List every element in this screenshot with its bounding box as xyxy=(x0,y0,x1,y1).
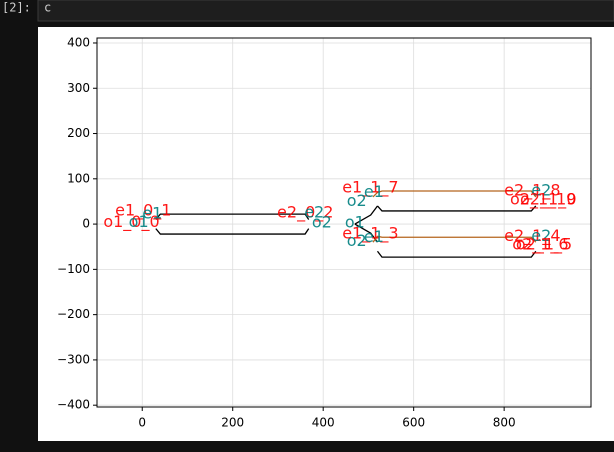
waveguide xyxy=(155,228,310,235)
axes-frame xyxy=(96,37,592,408)
y-tick-label: 400 xyxy=(67,35,90,49)
port-label: e2 xyxy=(531,181,551,200)
port-label: o1 xyxy=(345,213,365,232)
port-label: e1_1_3 xyxy=(342,224,398,244)
waveguide xyxy=(155,213,310,220)
x-tick-label: 200 xyxy=(221,416,244,430)
port-label: e1_0_1 xyxy=(115,200,171,220)
y-tick-label: −300 xyxy=(57,352,90,366)
y-tick-label: 300 xyxy=(67,81,90,95)
x-tick-label: 0 xyxy=(138,416,146,430)
port-label: e2_0_2 xyxy=(277,203,333,223)
port-label: e2 xyxy=(531,226,551,245)
port-label: e1 xyxy=(364,182,384,201)
waveguide xyxy=(376,205,537,212)
x-tick-label: 400 xyxy=(312,416,335,430)
x-tick-label: 800 xyxy=(493,416,516,430)
port-label: o2_1_9 xyxy=(520,190,576,210)
y-tick-label: −400 xyxy=(57,398,90,412)
port-label: e2_1_8 xyxy=(504,181,560,201)
port-label: e1 xyxy=(142,204,162,223)
port-label: o2_1_5 xyxy=(516,234,572,254)
port-label: o2 xyxy=(347,231,367,250)
prompt: [2]: xyxy=(2,1,31,15)
port-label: o1_0_0 xyxy=(103,212,159,232)
waveguide xyxy=(372,235,537,243)
port-label: e2 xyxy=(304,203,324,222)
code: c xyxy=(44,1,51,15)
waveguide xyxy=(376,250,537,258)
code-cell[interactable] xyxy=(37,0,614,22)
waveguide xyxy=(354,205,378,225)
output-area xyxy=(38,27,614,441)
port-label: e1 xyxy=(364,227,384,246)
port-label: o2_1_10 xyxy=(510,190,577,210)
port-label: e1_1_7 xyxy=(342,177,398,197)
port-label: o2 xyxy=(312,213,332,232)
y-tick-label: 0 xyxy=(82,217,90,231)
x-tick-label: 600 xyxy=(402,416,425,430)
port-label: o2 xyxy=(347,191,367,210)
y-tick-label: −100 xyxy=(57,262,90,276)
port-label: o2_1_6 xyxy=(512,234,568,254)
y-tick-label: −200 xyxy=(57,307,90,321)
port-label: o1 xyxy=(129,212,149,231)
waveguide xyxy=(372,190,537,198)
port-label: e2_1_4 xyxy=(504,226,560,246)
y-tick-label: 100 xyxy=(67,171,90,185)
y-tick-label: 200 xyxy=(67,126,90,140)
